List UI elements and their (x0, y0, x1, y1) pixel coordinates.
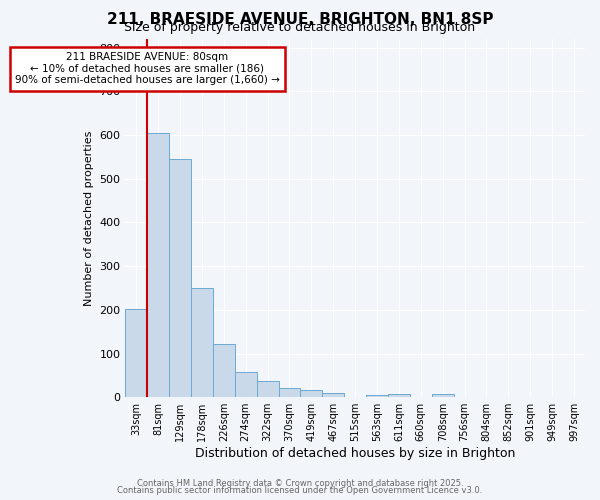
Bar (125, 308, 147, 397)
Bar (278, 388, 301, 397)
Text: Size of property relative to detached houses in Brighton: Size of property relative to detached ho… (124, 21, 476, 34)
Text: Contains HM Land Registry data © Crown copyright and database right 2025.: Contains HM Land Registry data © Crown c… (137, 478, 463, 488)
Bar (169, 159, 191, 397)
Bar (388, 394, 410, 397)
Bar (257, 382, 278, 397)
Text: 211, BRAESIDE AVENUE, BRIGHTON, BN1 8SP: 211, BRAESIDE AVENUE, BRIGHTON, BN1 8SP (107, 12, 493, 26)
Y-axis label: Number of detached properties: Number of detached properties (84, 130, 94, 306)
Text: 211 BRAESIDE AVENUE: 80sqm
← 10% of detached houses are smaller (186)
90% of sem: 211 BRAESIDE AVENUE: 80sqm ← 10% of deta… (15, 52, 280, 86)
Bar (322, 393, 344, 397)
Bar (213, 344, 235, 397)
Bar (235, 372, 257, 397)
X-axis label: Distribution of detached houses by size in Brighton: Distribution of detached houses by size … (195, 447, 515, 460)
Bar (147, 133, 169, 397)
Bar (432, 394, 454, 397)
Bar (191, 288, 213, 397)
Text: Contains public sector information licensed under the Open Government Licence v3: Contains public sector information licen… (118, 486, 482, 495)
Bar (301, 390, 322, 397)
Bar (366, 395, 388, 397)
